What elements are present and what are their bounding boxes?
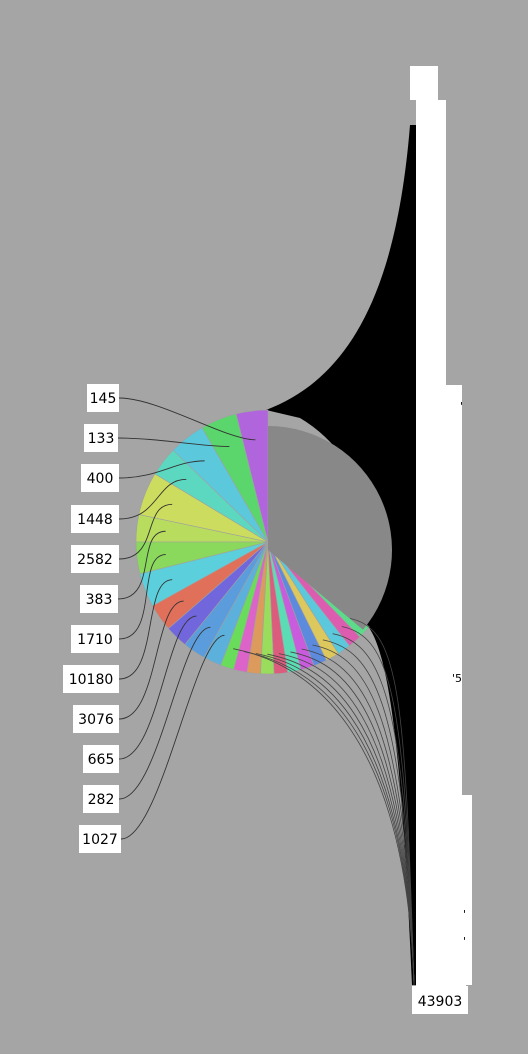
bar-fragment-text: ' xyxy=(463,908,466,921)
leader-line-small xyxy=(350,618,415,986)
data-label: 1027 xyxy=(82,832,118,848)
pie-slices xyxy=(135,409,370,675)
label-box xyxy=(87,384,119,412)
leader-line-small xyxy=(290,651,415,986)
leader-line xyxy=(118,554,166,640)
data-label: 1448 xyxy=(77,512,113,528)
leader-line-small xyxy=(322,639,415,986)
data-label: 383 xyxy=(86,592,113,608)
bar-fragment-text: ' xyxy=(460,400,463,413)
leader-line xyxy=(118,478,187,520)
leader-line-small xyxy=(267,653,415,986)
bar-fragment-text: '5 xyxy=(452,672,462,685)
data-label-big: 43903 xyxy=(418,994,463,1010)
data-label: 145 xyxy=(90,391,117,407)
leader-line xyxy=(120,634,225,840)
label-box xyxy=(71,545,119,573)
leader-line xyxy=(118,615,197,760)
label-box xyxy=(412,986,468,1014)
connector-shape xyxy=(266,125,416,985)
leader-line xyxy=(118,397,256,441)
data-label: 1710 xyxy=(77,632,113,648)
connector-funnel xyxy=(266,125,416,985)
label-box xyxy=(71,505,119,533)
data-label: 282 xyxy=(88,792,115,808)
label-box xyxy=(81,464,119,492)
white-bar-group: ' '5 ' ' xyxy=(410,66,472,1014)
leader-line-small xyxy=(278,653,415,986)
data-label: 133 xyxy=(88,431,115,447)
leader-line-small xyxy=(255,653,415,986)
leader-lines xyxy=(117,397,415,986)
label-box xyxy=(63,665,119,693)
leader-line xyxy=(117,437,230,447)
data-label: 400 xyxy=(87,471,114,487)
data-label: 10180 xyxy=(69,672,114,688)
leader-line xyxy=(118,460,205,479)
leader-line xyxy=(118,579,173,680)
leader-line-small xyxy=(301,648,415,986)
leader-line xyxy=(118,626,211,800)
leader-line xyxy=(117,530,166,600)
pie-slice-big xyxy=(268,426,393,630)
leader-line-small xyxy=(332,633,415,986)
data-label: 3076 xyxy=(78,712,114,728)
label-box xyxy=(79,825,121,853)
data-label: 665 xyxy=(88,752,115,768)
leader-line xyxy=(118,503,173,560)
label-box xyxy=(80,585,118,613)
leader-line-small xyxy=(312,644,415,986)
label-box xyxy=(83,785,119,813)
leader-line-small xyxy=(341,626,415,986)
label-box xyxy=(71,625,119,653)
label-box xyxy=(73,705,119,733)
data-label: 2582 xyxy=(77,552,113,568)
bar-fragment-text: ' xyxy=(463,935,466,948)
leader-line xyxy=(118,600,184,720)
label-box xyxy=(84,424,118,452)
exploded-slice-group xyxy=(268,426,393,630)
slice-labels: 145 133 400 1448 2582 383 1710 10180 3076 665 282 1… xyxy=(63,384,468,1014)
leader-line-small xyxy=(244,651,415,986)
label-box xyxy=(83,745,119,773)
bar-column xyxy=(410,66,472,1014)
